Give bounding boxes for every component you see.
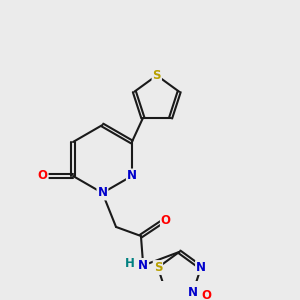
Text: O: O — [38, 169, 48, 182]
Text: O: O — [161, 214, 171, 226]
Text: N: N — [138, 259, 148, 272]
Text: N: N — [196, 261, 206, 274]
Text: S: S — [154, 261, 162, 274]
Text: O: O — [201, 289, 211, 300]
Text: H: H — [125, 257, 135, 270]
Text: N: N — [98, 187, 107, 200]
Text: N: N — [188, 286, 198, 299]
Text: N: N — [127, 169, 137, 182]
Text: S: S — [152, 69, 161, 82]
